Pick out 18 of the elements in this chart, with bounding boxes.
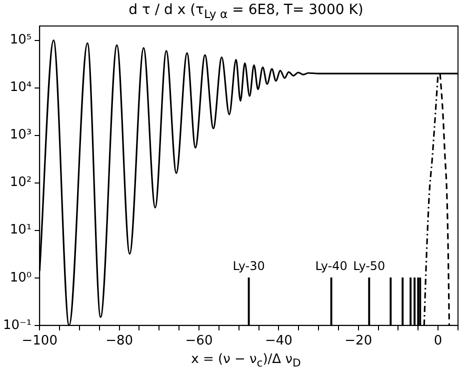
y-tick-label: 10² (10, 175, 32, 190)
x-tick-label: −40 (264, 334, 292, 349)
x-axis-title: x = (ν − ν$_{c}$)/Δ ν$_{D}$ (190, 352, 302, 370)
chart-title: d τ / d x (τ$_{Ly α}$ = 6E8, T= 3000 K) (128, 2, 364, 21)
x-tick-label: 0 (434, 334, 442, 349)
x-tick-label: −100 (22, 334, 58, 349)
y-tick-label: 10⁰ (10, 270, 32, 286)
x-tick-label: −80 (106, 334, 134, 349)
x-tick-label: −20 (344, 334, 372, 349)
x-tick-label: −60 (185, 334, 213, 349)
y-tick-label: 10⁵ (10, 32, 32, 48)
y-tick-label: 10⁻¹ (2, 318, 32, 333)
data-label: Ly-50 (353, 259, 386, 274)
data-label: Ly-40 (315, 259, 348, 274)
y-tick-label: 10⁴ (10, 80, 32, 96)
y-tick-label: 10³ (10, 128, 32, 143)
data-label: Ly-30 (232, 259, 265, 274)
y-tick-label: 10¹ (10, 222, 32, 238)
